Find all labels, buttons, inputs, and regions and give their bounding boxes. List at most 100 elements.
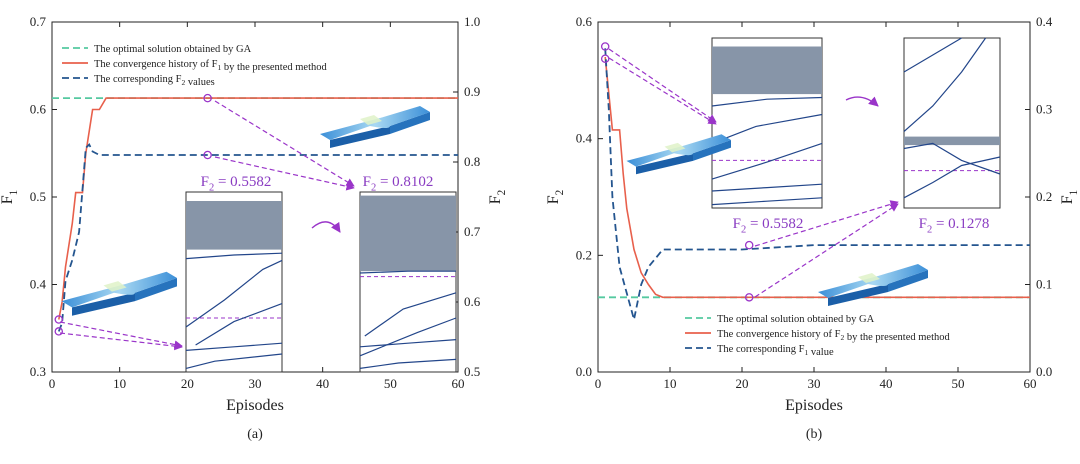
y-right-tick-label: 0.5 bbox=[464, 364, 480, 379]
legend-entry: The optimal solution obtained by GA bbox=[717, 314, 875, 325]
y-left-tick-label: 0.7 bbox=[30, 14, 47, 29]
beam-side bbox=[636, 153, 693, 175]
band-gap bbox=[360, 195, 456, 272]
series-line-2 bbox=[58, 97, 458, 320]
x-tick-label: 40 bbox=[880, 376, 893, 391]
x-axis-label: Episodes bbox=[785, 397, 843, 414]
beam-stripe bbox=[858, 273, 880, 283]
data-marker bbox=[600, 54, 610, 64]
dispersion-curve bbox=[903, 156, 1001, 199]
dispersion-curve bbox=[903, 37, 962, 73]
y-right-tick-label: 0.8 bbox=[464, 154, 480, 169]
dispersion-curve bbox=[903, 142, 1001, 175]
dispersion-inset bbox=[903, 37, 1001, 209]
data-marker bbox=[600, 42, 610, 51]
y-left-axis-label: F1 bbox=[0, 190, 20, 205]
beam-side bbox=[828, 284, 888, 306]
band-gap bbox=[904, 136, 1000, 146]
legend-entry: The optimal solution obtained by GA bbox=[94, 44, 252, 55]
dispersion-curve bbox=[359, 339, 457, 348]
y-left-axis-label: F2 bbox=[545, 190, 566, 205]
x-tick-label: 60 bbox=[1024, 376, 1037, 391]
legend-entry: The corresponding F1 value bbox=[717, 344, 834, 358]
y-right-tick-label: 0.2 bbox=[1036, 189, 1052, 204]
dispersion-curve bbox=[711, 197, 823, 206]
beam-illustration bbox=[320, 106, 430, 148]
x-tick-label: 0 bbox=[595, 376, 602, 391]
beam-side bbox=[390, 112, 430, 134]
y-right-axis-label: F2 bbox=[487, 190, 508, 205]
x-axis-label: Episodes bbox=[226, 397, 284, 414]
callout-arrow bbox=[754, 203, 899, 298]
y-right-tick-label: 0.6 bbox=[464, 294, 481, 309]
y-right-tick-label: 0.4 bbox=[1036, 14, 1053, 29]
x-tick-label: 30 bbox=[249, 376, 262, 391]
legend-entry: The convergence history of F1 by the pre… bbox=[94, 59, 328, 73]
data-marker bbox=[203, 150, 212, 160]
x-tick-label: 30 bbox=[808, 376, 821, 391]
beam-side bbox=[693, 140, 731, 161]
dispersion-inset bbox=[359, 191, 457, 373]
data-marker bbox=[54, 327, 64, 336]
beam-illustration bbox=[818, 264, 928, 306]
callout-arrow bbox=[608, 57, 717, 125]
beam-side bbox=[135, 278, 177, 302]
y-left-tick-label: 0.0 bbox=[576, 364, 592, 379]
callout-arrow bbox=[754, 200, 899, 247]
annotation-f2: F2 = 0.5582 bbox=[733, 216, 804, 236]
legend-entry: The convergence history of F2 by the pre… bbox=[717, 329, 951, 343]
y-left-tick-label: 0.4 bbox=[576, 131, 593, 146]
data-marker bbox=[203, 93, 212, 103]
y-right-tick-label: 0.9 bbox=[464, 84, 480, 99]
dispersion-curve bbox=[185, 259, 283, 328]
x-tick-label: 40 bbox=[316, 376, 329, 391]
dispersion-curve bbox=[185, 342, 283, 351]
annotation-f2: F2 = 0.1278 bbox=[919, 216, 990, 236]
callout-arrow bbox=[59, 321, 183, 349]
dispersion-curve bbox=[711, 142, 823, 180]
dispersion-curve bbox=[195, 303, 283, 346]
beam-side bbox=[888, 270, 928, 292]
inset-frame bbox=[903, 37, 1001, 209]
x-tick-label: 20 bbox=[736, 376, 749, 391]
x-tick-label: 50 bbox=[952, 376, 965, 391]
annotation-f2: F2 = 0.8102 bbox=[363, 174, 434, 194]
y-right-tick-label: 0.0 bbox=[1036, 364, 1052, 379]
x-tick-label: 50 bbox=[384, 376, 397, 391]
x-tick-label: 10 bbox=[113, 376, 126, 391]
data-marker bbox=[54, 315, 64, 324]
dispersion-curve bbox=[711, 96, 823, 107]
data-marker bbox=[744, 293, 754, 302]
x-tick-label: 20 bbox=[181, 376, 194, 391]
beam-stripe bbox=[664, 142, 686, 153]
y-left-tick-label: 0.6 bbox=[30, 102, 47, 117]
y-right-axis-label: F1 bbox=[1059, 190, 1080, 205]
panel-a: 0 10 20 30 40 50 60 0.3 0.4 0.5 0.6 0.7 0.5 0.6 0.7 0.8… bbox=[0, 14, 508, 442]
dispersion-curve bbox=[359, 317, 457, 357]
data-marker bbox=[744, 240, 754, 250]
callout-arrow bbox=[214, 100, 355, 187]
y-right-tick-label: 0.3 bbox=[1036, 102, 1052, 117]
y-right-tick-label: 0.7 bbox=[464, 224, 481, 239]
y-left-tick-label: 0.3 bbox=[30, 364, 46, 379]
series-line-3 bbox=[604, 48, 1030, 320]
callout-arrow bbox=[608, 48, 717, 123]
beam-illustration bbox=[61, 271, 177, 316]
dispersion-curve bbox=[364, 292, 457, 337]
band-gap bbox=[186, 201, 282, 250]
beam-stripe bbox=[103, 281, 127, 292]
callout-arrow bbox=[59, 332, 183, 351]
y-left-tick-label: 0.4 bbox=[30, 277, 47, 292]
transition-arrow bbox=[845, 96, 879, 107]
dispersion-curve bbox=[359, 358, 457, 369]
dispersion-inset bbox=[185, 191, 283, 373]
series-line-3 bbox=[57, 142, 458, 332]
beam-side bbox=[330, 126, 390, 148]
dispersion-curve bbox=[711, 183, 823, 192]
beam-side bbox=[72, 292, 135, 316]
beam-top bbox=[61, 271, 177, 308]
panel-label: (b) bbox=[806, 427, 823, 442]
dispersion-curve bbox=[359, 270, 456, 274]
y-right-tick-label: 1.0 bbox=[464, 14, 480, 29]
